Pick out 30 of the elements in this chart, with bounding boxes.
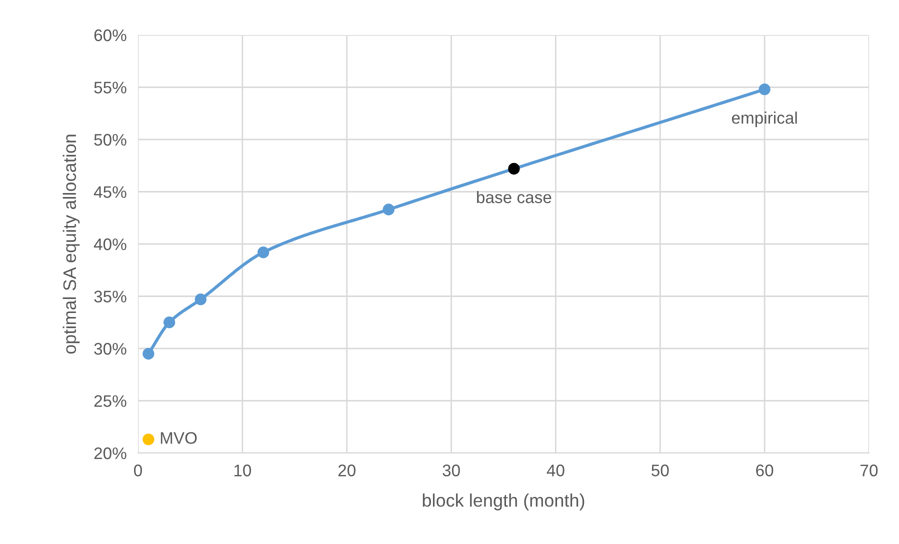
x-tick-label: 0 [134, 464, 142, 476]
y-tick-label: 30% [94, 342, 126, 355]
series-label: base case [477, 190, 552, 204]
x-tick-label: 20 [338, 464, 356, 476]
point [382, 204, 394, 216]
point [194, 294, 206, 306]
y-tick-label: 40% [94, 238, 126, 250]
y-tick-label: 25% [94, 395, 126, 407]
x-tick-label: 40 [546, 464, 564, 476]
point [142, 348, 154, 360]
y-tick-label: 35% [94, 290, 126, 302]
point [758, 83, 770, 96]
y-tick-label: 45% [94, 186, 126, 198]
x-tick-label: 50 [652, 464, 669, 476]
y-tick-label: 50% [94, 134, 126, 146]
y-tick-label: 55% [94, 82, 126, 94]
x-tick-label: 30 [442, 464, 460, 476]
x-tick-label: 60 [756, 464, 774, 476]
x-axis-title: block length (month) [422, 494, 584, 510]
point [142, 434, 154, 446]
x-tick-label: 10 [234, 464, 252, 476]
y-tick-label: 20% [94, 447, 126, 460]
series-label: MVO [160, 432, 197, 444]
x-tick-label: 70 [860, 464, 878, 476]
annotation: empirical [732, 112, 797, 128]
point [508, 162, 520, 175]
y-tick-label: 60% [94, 29, 126, 42]
point [257, 246, 270, 258]
point [163, 316, 176, 328]
y-axis-title: optimal SA equity allocation [62, 134, 80, 354]
